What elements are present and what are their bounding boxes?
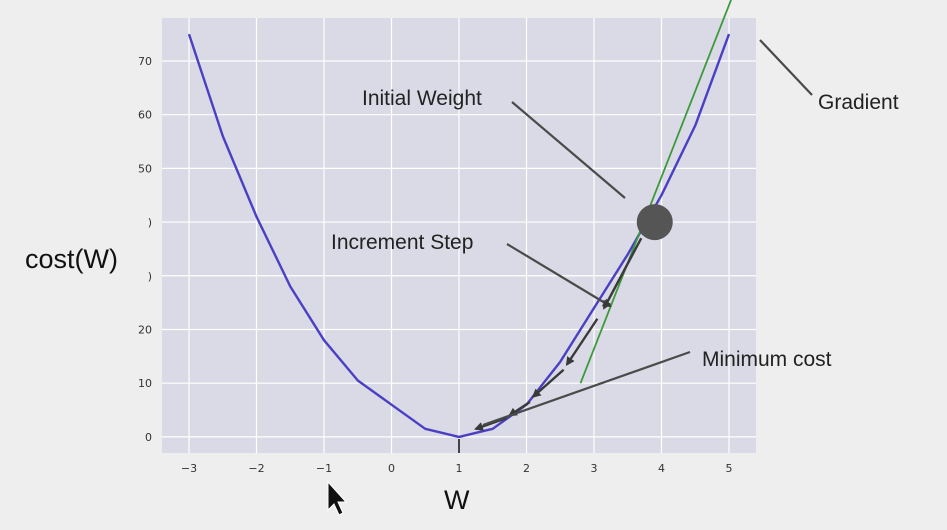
y-axis-title: cost(W) <box>25 244 118 274</box>
annotation-leaders <box>482 39 813 427</box>
increment-step-leader <box>506 243 612 308</box>
gradient-leader <box>759 39 813 96</box>
points <box>636 204 673 241</box>
series <box>187 0 732 439</box>
minimum-cost-leader <box>482 350 691 427</box>
y-tick-label: 60 <box>138 109 152 122</box>
annotation-increment-step: Increment Step <box>331 231 473 254</box>
x-tick-label: 2 <box>523 462 530 475</box>
x-tick-label: −1 <box>316 462 332 475</box>
x-tick-label: 0 <box>388 462 395 475</box>
increment-arrow <box>473 416 507 431</box>
gradient-tangent-line <box>579 0 732 384</box>
y-tick-label: ) <box>148 216 152 229</box>
x-tick-label: −2 <box>248 462 264 475</box>
increment-arrow <box>531 368 565 398</box>
annotation-initial-weight: Initial Weight <box>362 87 482 110</box>
increment-arrows <box>473 237 643 431</box>
x-axis-title: W <box>444 485 470 515</box>
y-tick-label: 50 <box>138 162 152 175</box>
initial-weight-point <box>636 204 673 241</box>
mouse-cursor-icon <box>327 480 348 516</box>
x-tick-label: 1 <box>456 462 463 475</box>
x-tick-label: 4 <box>658 462 665 475</box>
initial-weight-leader <box>511 101 626 199</box>
annotation-minimum-cost: Minimum cost <box>702 348 832 371</box>
y-tick-label: 20 <box>138 323 152 336</box>
increment-arrow <box>507 400 531 417</box>
y-tick-label: 70 <box>138 55 152 68</box>
x-tick-label: 5 <box>726 462 733 475</box>
increment-arrow <box>603 237 643 310</box>
annotation-gradient: Gradient <box>818 91 899 114</box>
y-tick-label: ) <box>148 270 152 283</box>
increment-arrow <box>565 318 599 367</box>
y-tick-label: 0 <box>145 431 152 444</box>
y-tick-label: 10 <box>138 377 152 390</box>
x-tick-label: 3 <box>591 462 598 475</box>
x-tick-label: −3 <box>181 462 197 475</box>
